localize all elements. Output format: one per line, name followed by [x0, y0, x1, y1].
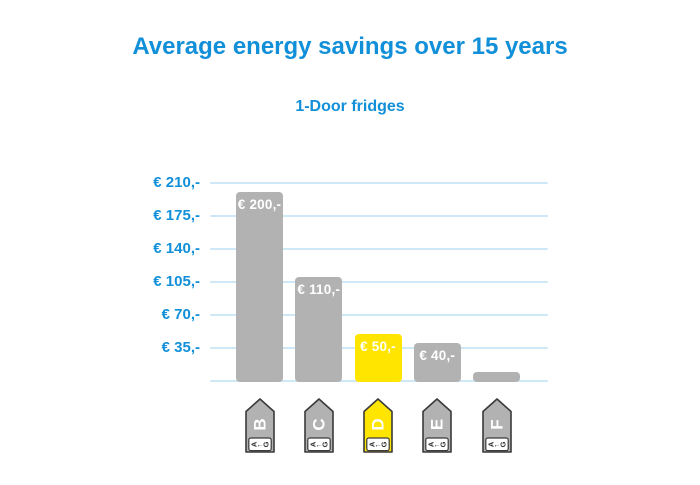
gridline — [210, 215, 548, 217]
energy-class-tag-E: E A←G — [422, 398, 453, 453]
bar — [413, 343, 461, 382]
page-title: Average energy savings over 15 years — [132, 33, 568, 60]
bar-value-label: € 110,- — [297, 282, 341, 298]
energy-scale-box — [484, 437, 509, 452]
energy-scale-letter-g: G — [261, 441, 270, 447]
energy-scale-arrow-icon: ← — [315, 440, 323, 449]
energy-scale-letter-a: A — [308, 441, 317, 447]
energy-scale-letter-a: A — [486, 441, 495, 447]
energy-class-letter: E — [428, 419, 447, 430]
gridline — [210, 182, 548, 184]
y-axis-label: € 140,- — [153, 240, 200, 257]
gridline — [210, 248, 548, 250]
energy-scale-arrow-icon: ← — [256, 440, 264, 449]
gridline — [210, 281, 548, 283]
gridline — [210, 314, 548, 316]
energy-scale-letter-g: G — [379, 441, 388, 447]
energy-scale-box — [306, 437, 331, 452]
energy-class-letter: F — [487, 419, 506, 429]
energy-scale-letter-g: G — [320, 441, 329, 447]
chart-subtitle: 1-Door fridges — [295, 98, 405, 115]
bar — [473, 371, 520, 382]
energy-scale-letter-a: A — [249, 441, 258, 447]
bar-value-label: € 50,- — [360, 338, 396, 354]
y-axis-label: € 210,- — [153, 174, 200, 191]
energy-class-tag-D: D A←G — [363, 398, 393, 453]
energy-scale-box — [425, 437, 450, 452]
energy-scale-letter-a: A — [427, 441, 436, 447]
y-axis-label: € 175,- — [153, 207, 200, 224]
bar — [295, 277, 343, 382]
bar-value-label: € 200,- — [237, 197, 282, 213]
energy-class-letter: B — [250, 418, 269, 430]
bar — [236, 192, 283, 382]
y-axis-label: € 35,- — [161, 339, 200, 356]
energy-scale-box — [247, 437, 272, 452]
energy-class-tag-B: B A←G — [244, 398, 275, 453]
energy-class-tag-F: F A←G — [481, 398, 512, 453]
energy-class-letter: D — [369, 418, 388, 430]
energy-scale-letter-g: G — [439, 441, 448, 447]
energy-scale-arrow-icon: ← — [434, 440, 442, 449]
energy-class-tag-C: C A←G — [303, 398, 334, 453]
energy-class-letter: C — [309, 418, 328, 430]
y-axis-label: € 105,- — [153, 273, 200, 290]
energy-scale-box — [366, 437, 390, 452]
energy-scale-letter-a: A — [368, 441, 377, 447]
bar-value-label: € 40,- — [419, 348, 456, 364]
bar-highlighted — [354, 333, 402, 382]
energy-scale-arrow-icon: ← — [493, 440, 501, 449]
y-axis-label: € 70,- — [161, 306, 200, 323]
energy-scale-arrow-icon: ← — [374, 440, 382, 449]
energy-scale-letter-g: G — [498, 441, 507, 447]
